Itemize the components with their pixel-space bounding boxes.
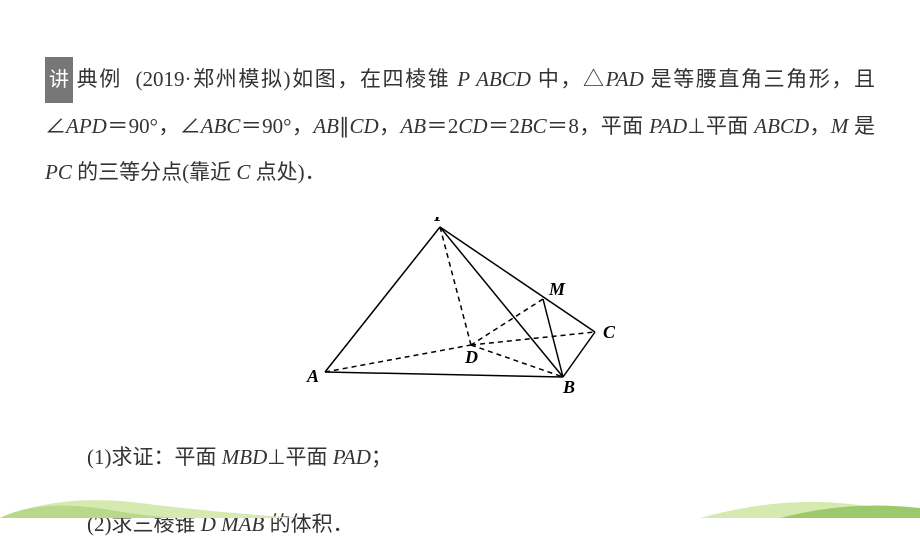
eq1: AB — [400, 114, 426, 138]
edge-MD — [471, 299, 543, 345]
t10: ＝8，平面 — [547, 114, 649, 138]
edge-PB — [440, 227, 563, 377]
edge-AD — [325, 345, 471, 372]
label-P: P — [433, 217, 446, 225]
eq2: CD — [458, 114, 487, 138]
t14: 的三等分点(靠近 — [72, 160, 237, 184]
pyramid: P ABCD — [457, 67, 531, 91]
t13: 是 — [848, 114, 875, 138]
problem-statement: 讲典例 (2019·郑州模拟)如图，在四棱锥 P ABCD 中，△PAD 是等腰… — [45, 56, 875, 196]
pl2: ABCD — [754, 114, 809, 138]
edge-BC — [563, 332, 595, 377]
q1-b: ⊥平面 — [267, 445, 333, 469]
ang2: ABC — [201, 114, 241, 138]
t11: ⊥平面 — [687, 114, 754, 138]
t2: 中，△ — [531, 67, 606, 91]
cpt: C — [236, 160, 250, 184]
badge-light: 典例 — [75, 67, 122, 92]
ang1: APD — [66, 114, 107, 138]
t8: ＝2 — [426, 114, 458, 138]
slide-content: 讲典例 (2019·郑州模拟)如图，在四棱锥 P ABCD 中，△PAD 是等腰… — [0, 0, 920, 547]
eq3: BC — [520, 114, 547, 138]
q1-p2: PAD — [333, 445, 371, 469]
t1: 如图，在四棱锥 — [291, 67, 458, 91]
figure-container: P A B C D M — [45, 217, 875, 413]
t4: ＝90°，∠ — [107, 114, 201, 138]
src-suf: ) — [284, 67, 291, 91]
src-city: 郑州模拟 — [192, 67, 284, 91]
p-cd: CD — [350, 114, 379, 138]
label-B: B — [562, 377, 575, 397]
t5: ＝90°， — [240, 114, 313, 138]
t6: ∥ — [339, 114, 350, 138]
t15: 点处)． — [250, 160, 325, 184]
t9: ＝2 — [488, 114, 520, 138]
p-ab: AB — [313, 114, 339, 138]
src-pre: (2019· — [136, 67, 192, 91]
label-A: A — [306, 366, 319, 386]
label-C: C — [603, 322, 616, 342]
badge-dark: 讲 — [45, 57, 73, 103]
seg: PC — [45, 160, 72, 184]
t7: ， — [379, 114, 401, 138]
pyramid-diagram: P A B C D M — [285, 217, 635, 397]
q1-num: (1) — [87, 445, 112, 469]
question-1: (1)求证：平面 MBD⊥平面 PAD； — [45, 434, 875, 480]
q1-c: ； — [371, 445, 392, 469]
edge-AB — [325, 372, 563, 377]
edge-PA — [325, 227, 440, 372]
footer-decoration — [0, 488, 920, 518]
label-D: D — [464, 347, 478, 367]
q1-a: 求证：平面 — [112, 445, 222, 469]
hills-icon — [0, 488, 920, 518]
pl1: PAD — [649, 114, 687, 138]
q1-p1: MBD — [222, 445, 268, 469]
label-M: M — [548, 279, 566, 299]
t12: ， — [809, 114, 831, 138]
mpt: M — [831, 114, 849, 138]
tri: PAD — [606, 67, 644, 91]
